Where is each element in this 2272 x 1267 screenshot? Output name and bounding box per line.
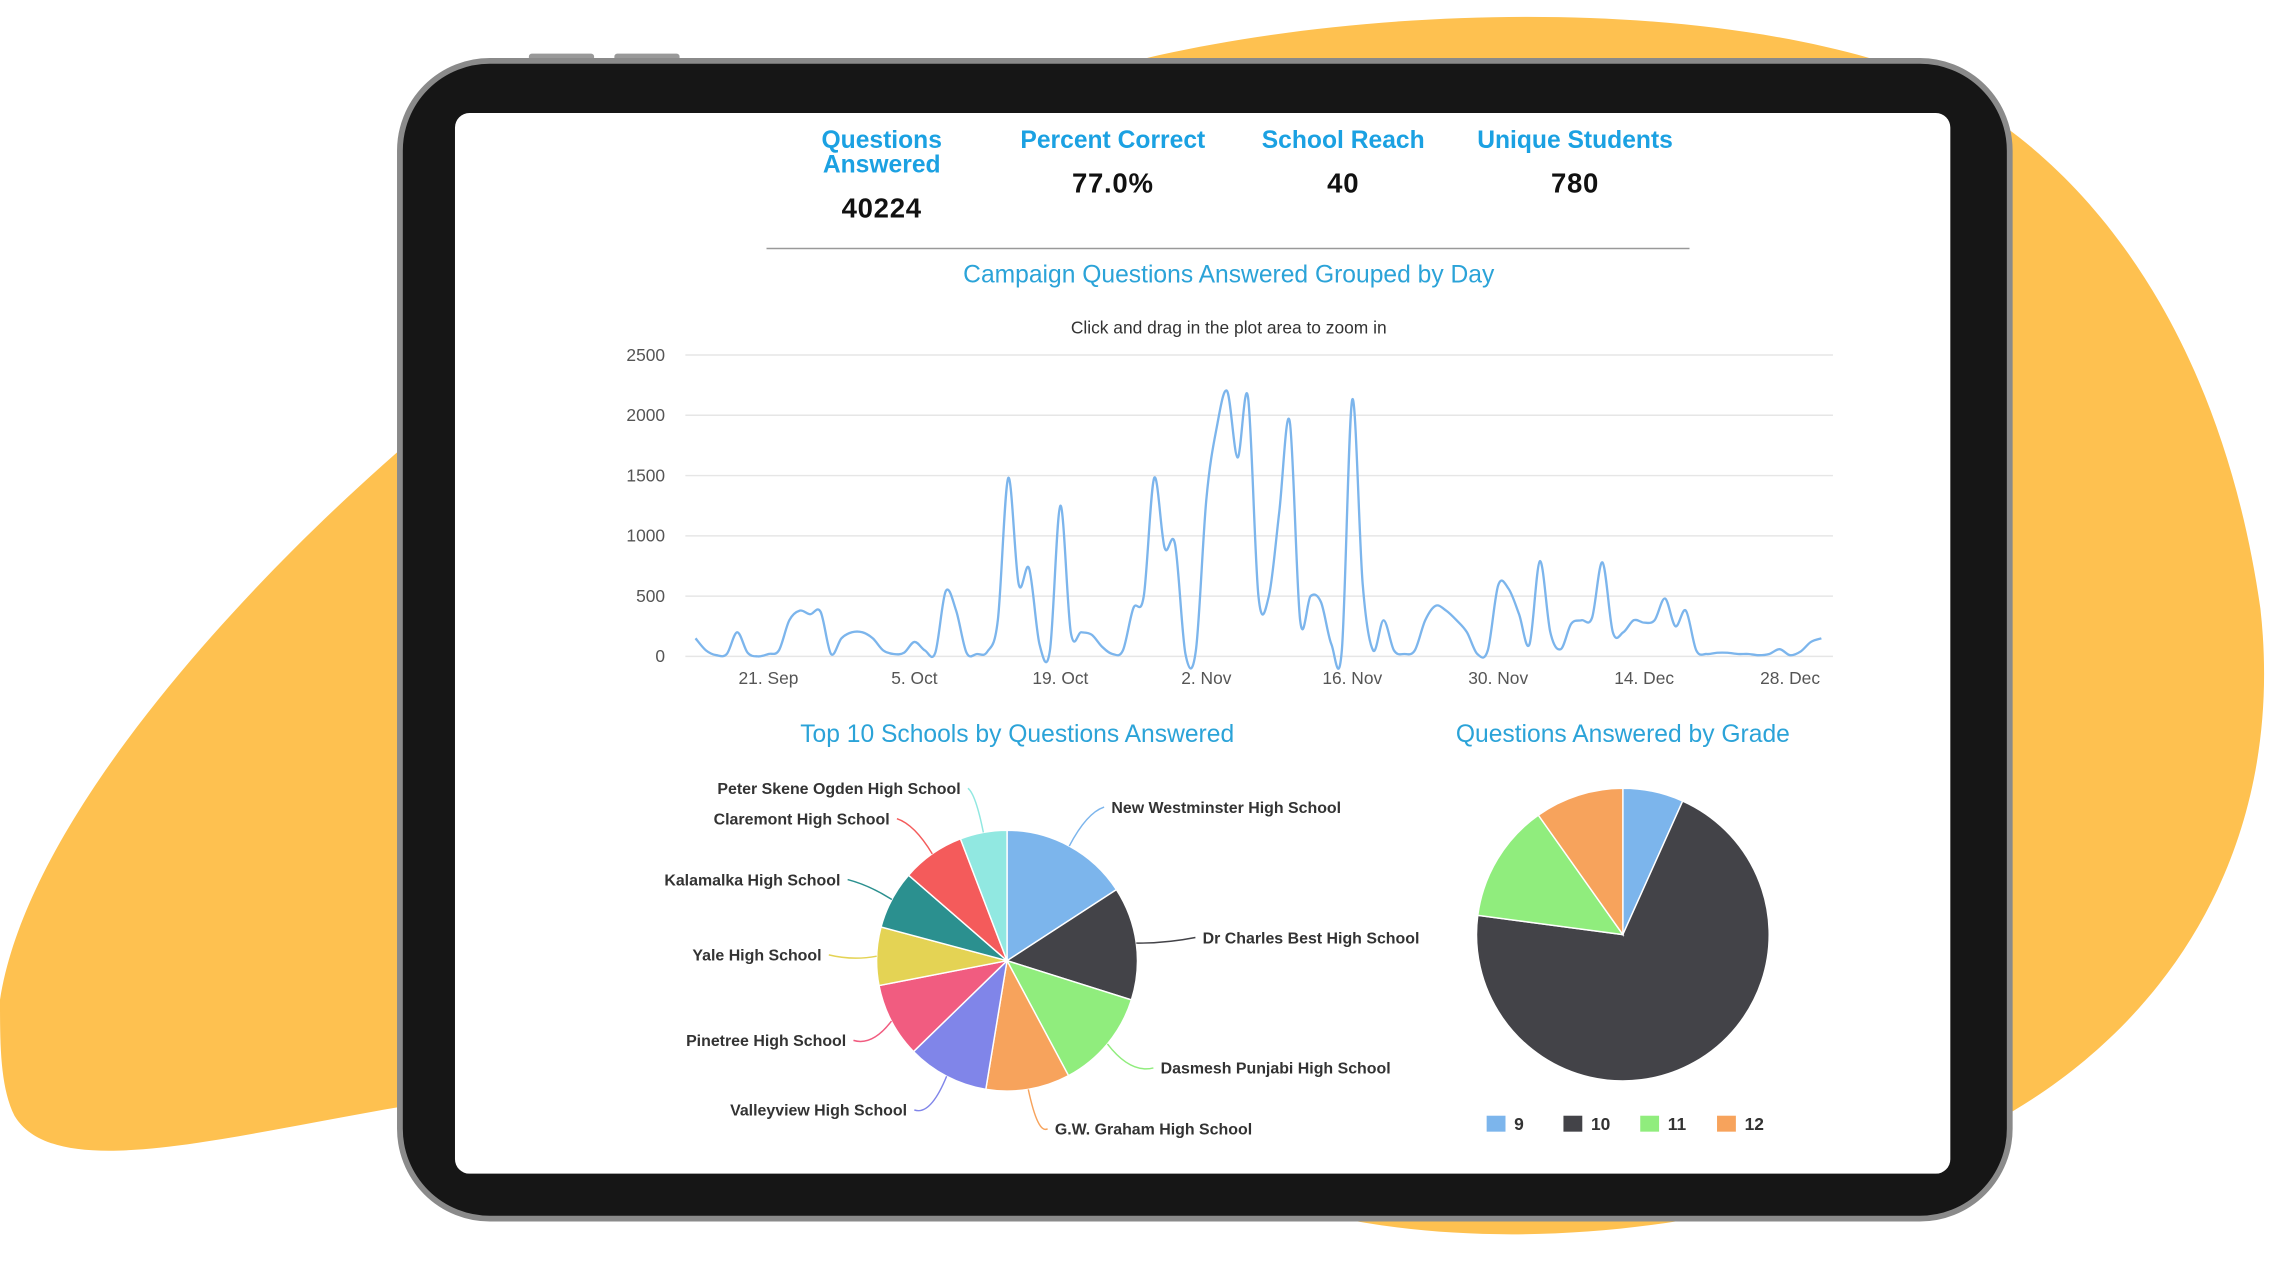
kpi: School Reach 40 [1261,127,1425,200]
label-connector [914,1075,948,1112]
data-label: Yale High School [692,948,821,965]
x-tick-label: 21. Sep [739,668,799,688]
data-label: Kalamalka High School [664,872,840,889]
kpi: Questions Answered 40224 [821,127,942,225]
y-tick-label: 2000 [626,405,665,425]
data-label: Dr Charles Best High School [1203,930,1420,947]
legend-swatch [1563,1115,1583,1132]
pie-slice [1005,959,1133,1077]
pie-slice [1006,829,1118,963]
data-label: Claremont High School [714,811,890,828]
label-connector [967,787,985,833]
data-label: G.W. Graham High School [1055,1122,1252,1139]
pie-slice [1005,888,1139,1001]
x-tick-label: 28. Dec [1760,668,1820,688]
data-label: Valleyview High School [730,1103,907,1120]
chart-title: Campaign Questions Answered Grouped by D… [963,262,1495,289]
pie-slice [1537,787,1624,937]
data-label: Dasmesh Punjabi High School [1161,1061,1391,1078]
kpi-label: Percent Correct [1020,127,1206,154]
legend-label: 10 [1591,1114,1610,1134]
legend-label: 9 [1514,1114,1524,1134]
y-tick-label: 1500 [626,465,665,485]
label-connector [847,878,893,901]
chart-title: Questions Answered by Grade [1456,721,1790,748]
legend-label: 11 [1668,1114,1687,1134]
label-connector [1136,936,1196,944]
pie-slice [1475,800,1770,1082]
kpi-label: Questions Answered [821,127,942,179]
kpi-label: Unique Students [1477,127,1673,154]
pie-slice [912,958,1009,1091]
data-label: Pinetree High School [686,1033,846,1050]
kpi: Unique Students 780 [1477,127,1673,200]
x-tick-label: 14. Dec [1614,668,1674,688]
label-connector [1068,806,1105,847]
pie-slice [1476,814,1625,936]
y-tick-label: 500 [636,586,665,606]
kpi: Percent Correct 77.0% [1020,127,1206,200]
y-tick-label: 2500 [626,345,665,365]
label-connector [896,817,933,855]
data-label: New Westminster High School [1111,800,1341,817]
chart-subtitle: Click and drag in the plot area to zoom … [1071,317,1387,337]
label-connector [828,954,877,959]
kpi-label: School Reach [1261,127,1425,154]
label-connector [853,1020,893,1043]
legend-label: 12 [1745,1114,1764,1134]
x-tick-label: 30. Nov [1468,668,1528,688]
legend-swatch [1717,1115,1736,1132]
legend-swatch [1640,1115,1660,1132]
kpi-value: 40 [1327,169,1360,200]
y-tick-label: 0 [655,646,665,666]
x-tick-label: 16. Nov [1322,668,1382,688]
x-tick-label: 19. Oct [1032,668,1088,688]
line-series [694,389,1822,670]
label-connector [1106,1043,1154,1070]
x-tick-label: 5. Oct [891,668,938,688]
chart-title: Top 10 Schools by Questions Answered [800,721,1234,748]
kpi-value: 40224 [841,194,922,225]
pie-slice [984,958,1070,1092]
kpi-value: 77.0% [1071,169,1154,200]
y-tick-label: 1000 [626,526,665,546]
data-label: Peter Skene Ogden High School [717,781,960,798]
label-connector [1027,1089,1048,1131]
x-tick-label: 2. Nov [1181,668,1232,688]
legend-swatch [1486,1115,1506,1132]
pie-slice [959,829,1008,961]
kpi-value: 780 [1550,169,1600,200]
